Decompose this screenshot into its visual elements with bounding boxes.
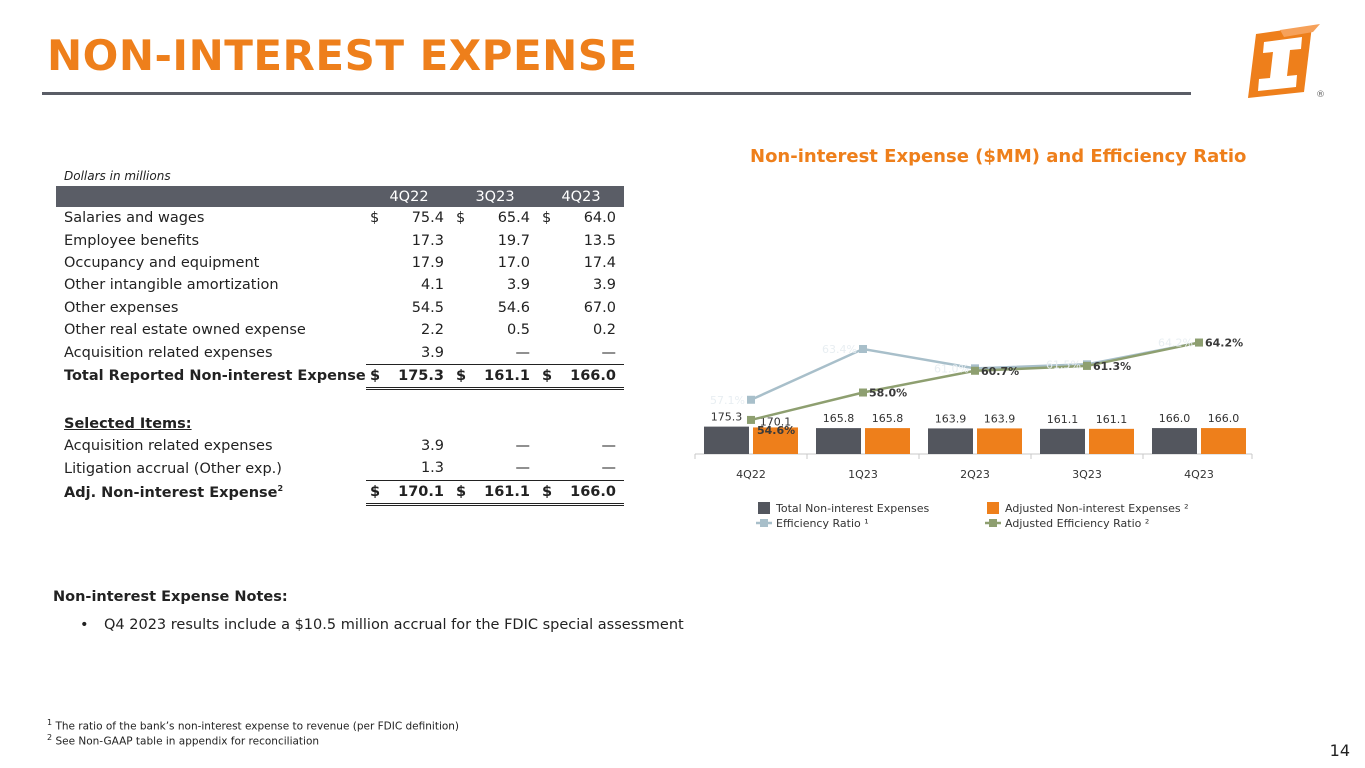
adjusted-efficiency-label: 60.7% bbox=[981, 365, 1019, 378]
notes-bullet: • Q4 2023 results include a $10.5 million… bbox=[80, 617, 684, 633]
bar-total-1Q23 bbox=[816, 428, 861, 454]
bar-label: 165.8 bbox=[823, 412, 855, 425]
bar-label: 163.9 bbox=[935, 412, 967, 425]
registered-mark: ® bbox=[1316, 90, 1325, 100]
table-row: Salaries and wages $75.4 $65.4 $64.0 bbox=[64, 210, 616, 227]
legend-marker bbox=[989, 519, 997, 527]
table-row: Acquisition related expenses 3.9 — — bbox=[56, 341, 624, 365]
legend-label: Adjusted Non-interest Expenses ² bbox=[1005, 502, 1189, 515]
table-total-row: Total Reported Non-interest Expense $175… bbox=[56, 364, 624, 391]
selected-items-header: Selected Items: bbox=[64, 415, 192, 432]
adjusted-efficiency-ratio-point bbox=[859, 388, 867, 397]
bar-label: 161.1 bbox=[1096, 413, 1128, 426]
adjusted-efficiency-label: 58.0% bbox=[869, 387, 907, 400]
bar-adjusted-3Q23 bbox=[1089, 428, 1134, 454]
efficiency-ratio-point bbox=[859, 344, 867, 353]
table-row: Employee benefits 17.3 19.7 13.5 bbox=[64, 232, 616, 249]
table-header-row: 4Q22 3Q23 4Q23 bbox=[56, 186, 624, 207]
adjusted-efficiency-label: 64.2% bbox=[1205, 337, 1243, 350]
adjusted-efficiency-ratio-line bbox=[750, 341, 1200, 422]
table-row: Other intangible amortization 4.1 3.9 3.… bbox=[64, 277, 616, 294]
legend-label: Efficiency Ratio ¹ bbox=[776, 517, 869, 530]
col-header: 4Q22 bbox=[366, 186, 452, 207]
efficiency-label: 61.5% bbox=[1046, 358, 1081, 371]
bar-adjusted-2Q23 bbox=[977, 428, 1022, 454]
notes-title: Non-interest Expense Notes: bbox=[53, 589, 288, 605]
bar-total-4Q22 bbox=[704, 426, 749, 454]
table-caption: Dollars in millions bbox=[64, 169, 171, 183]
legend-swatch bbox=[758, 502, 770, 514]
x-tick-label: 4Q23 bbox=[1184, 468, 1214, 481]
bar-total-3Q23 bbox=[1040, 428, 1085, 454]
bar-label: 175.3 bbox=[711, 411, 743, 424]
legend-swatch bbox=[987, 502, 999, 514]
table-row: Occupancy and equipment 17.9 17.0 17.4 bbox=[64, 254, 616, 271]
x-tick-label: 3Q23 bbox=[1072, 468, 1102, 481]
legend-marker bbox=[760, 519, 768, 527]
efficiency-label: 57.1% bbox=[710, 394, 745, 407]
x-tick-label: 2Q23 bbox=[960, 468, 990, 481]
bar-total-2Q23 bbox=[928, 428, 973, 454]
non-interest-expense-table: 4Q22 3Q23 4Q23 Salaries and wages $75.4 … bbox=[56, 186, 624, 507]
bar-adjusted-4Q22 bbox=[753, 427, 798, 454]
table-row: Other expenses 54.5 54.6 67.0 bbox=[64, 299, 616, 316]
bar-label: 166.0 bbox=[1208, 412, 1240, 425]
page-title: NON-INTEREST EXPENSE bbox=[47, 31, 638, 80]
expense-efficiency-chart: 175.3 170.1 4Q22 165.8 165.8 1Q23 163.9 163.9 2Q… bbox=[694, 337, 1253, 530]
adjusted-efficiency-ratio-point bbox=[1195, 338, 1203, 347]
title-divider bbox=[42, 92, 1191, 95]
efficiency-label: 64.2% bbox=[1158, 337, 1193, 350]
adjusted-efficiency-ratio-point bbox=[1083, 361, 1091, 370]
adjusted-total-row: Adj. Non-interest Expense2 $170.1 $161.1… bbox=[56, 480, 624, 507]
company-logo: ® bbox=[1248, 24, 1325, 100]
footnote-1: 1 The ratio of the bank’s non-interest e… bbox=[47, 718, 460, 733]
efficiency-ratio-point bbox=[747, 395, 755, 404]
col-header: 4Q23 bbox=[538, 186, 624, 207]
bar-label: 163.9 bbox=[984, 412, 1016, 425]
bullet-icon: • bbox=[80, 617, 89, 633]
bar-label: 170.1 bbox=[760, 415, 792, 428]
adjusted-efficiency-ratio-point bbox=[971, 366, 979, 375]
table-row: Litigation accrual (Other exp.) 1.3 — — bbox=[56, 457, 624, 481]
bar-label: 161.1 bbox=[1047, 413, 1079, 426]
efficiency-label: 61.0% bbox=[934, 362, 969, 375]
bar-adjusted-4Q23 bbox=[1201, 428, 1246, 454]
adjusted-efficiency-ratio-point bbox=[747, 415, 755, 424]
bar-label: 166.0 bbox=[1159, 412, 1191, 425]
footnote-2: 2 See Non-GAAP table in appendix for rec… bbox=[47, 733, 320, 748]
chart-title: Non-interest Expense ($MM) and Efficienc… bbox=[750, 146, 1247, 167]
table-row: Acquisition related expenses 3.9 — — bbox=[64, 438, 616, 455]
col-header: 3Q23 bbox=[452, 186, 538, 207]
bar-total-4Q23 bbox=[1152, 428, 1197, 454]
bar-label: 165.8 bbox=[872, 412, 904, 425]
adjusted-efficiency-label: 54.6% bbox=[757, 424, 795, 437]
x-tick-label: 4Q22 bbox=[736, 468, 766, 481]
bar-adjusted-1Q23 bbox=[865, 428, 910, 454]
adjusted-efficiency-label: 61.3% bbox=[1093, 360, 1131, 373]
efficiency-label: 63.4% bbox=[822, 343, 857, 356]
legend-label: Total Non-interest Expenses bbox=[775, 502, 929, 515]
legend-label: Adjusted Efficiency Ratio ² bbox=[1005, 517, 1149, 530]
page-number: 14 bbox=[1329, 741, 1350, 760]
table-row: Other real estate owned expense 2.2 0.5 … bbox=[64, 322, 616, 339]
x-tick-label: 1Q23 bbox=[848, 468, 878, 481]
